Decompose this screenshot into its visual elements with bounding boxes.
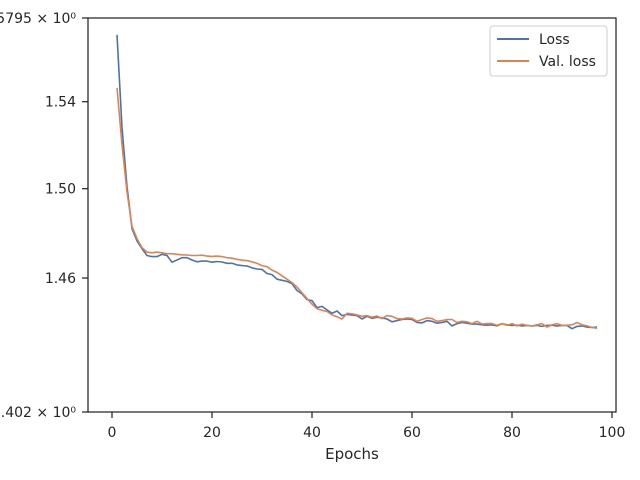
x-tick-label: 60 [403,425,421,441]
series-line-val-loss [116,87,598,329]
plot-area [88,18,616,412]
x-tick-label: 100 [599,425,626,441]
x-tick-label: 40 [303,425,321,441]
y-tick-label: 1.50 [45,182,76,198]
x-tick-label: 80 [503,425,521,441]
y-tick-label: 1.5795 × 10⁰ [0,11,76,27]
x-axis-label: Epochs [325,445,379,463]
x-tick-label: 20 [203,425,221,441]
legend-label-val-loss: Val. loss [539,54,596,70]
y-tick-label: 1.54 [45,95,76,111]
plot-frame [87,17,617,413]
y-tick-label: 1.46 [45,271,76,287]
y-tick-label: 1.402 × 10⁰ [0,405,76,421]
legend-label-loss: Loss [539,32,570,48]
x-axis-ticks: 0 20 40 60 80 100 [108,412,626,441]
series-layer [116,34,598,330]
x-tick-label: 0 [108,425,117,441]
y-axis-ticks: 1.402 × 10⁰ 1.46 1.50 1.54 1.5795 × 10⁰ [0,11,88,421]
legend: Loss Val. loss [489,25,608,77]
